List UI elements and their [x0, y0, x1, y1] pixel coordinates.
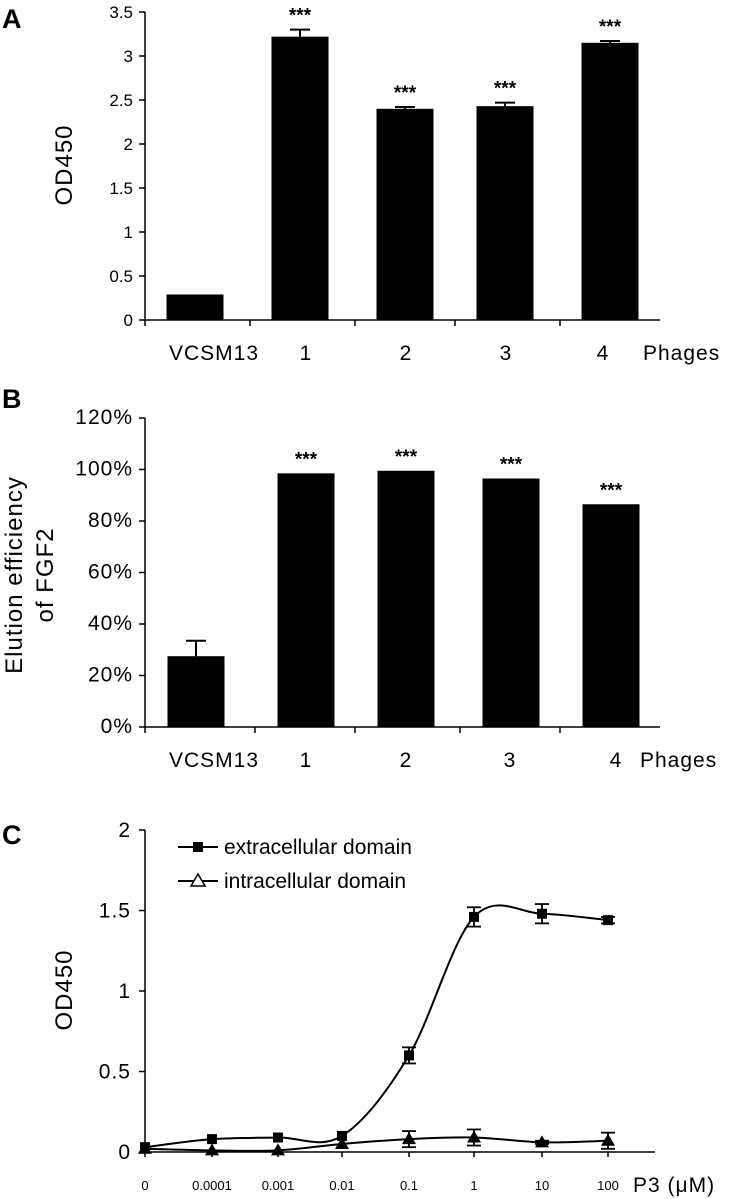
bar	[476, 106, 534, 320]
x-tick-label: 2	[400, 342, 413, 365]
x-tick-label: 4	[610, 749, 623, 772]
bar	[582, 504, 640, 727]
y-tick-label: 100%	[75, 458, 133, 481]
y-axis-title-line2: of FGF2	[32, 527, 59, 622]
bar	[167, 656, 225, 727]
x-tick-label: 0.01	[329, 1178, 354, 1193]
x-tick-label: 1	[470, 1178, 477, 1193]
data-point	[402, 1132, 416, 1145]
chart-panel-c: 0 0.5 1 1.5 2 0 0.0001 0.001 0.01 0.1 1 10 100 P3 (μM…	[51, 819, 715, 1197]
significance-label: ***	[295, 449, 318, 470]
x-tick-label: 3	[500, 342, 513, 365]
y-axis-title: OD450	[51, 949, 78, 1030]
y-tick-label: 120%	[75, 406, 133, 429]
y-tick-label: 0	[118, 1141, 131, 1164]
data-point	[335, 1136, 349, 1149]
significance-label: ***	[600, 480, 623, 501]
x-tick-label: VCSM13	[169, 749, 259, 772]
legend-label: extracellular domain	[224, 836, 412, 859]
x-tick-label: 0.0001	[192, 1178, 232, 1193]
x-axis-title: Phages	[643, 342, 720, 365]
bar	[271, 36, 329, 320]
y-tick-label: 2	[118, 819, 131, 842]
x-tick-label: 3	[504, 749, 517, 772]
x-tick-label: 100	[597, 1178, 619, 1193]
x-tick-label: 0.1	[400, 1178, 418, 1193]
significance-label: ***	[494, 79, 517, 100]
data-point	[404, 1050, 414, 1061]
data-point	[469, 911, 479, 922]
significance-label: ***	[395, 447, 418, 468]
data-point	[207, 1134, 217, 1145]
y-tick-label: 1	[118, 980, 131, 1003]
series-line	[144, 1136, 609, 1152]
y-tick-label: 3.5	[109, 3, 133, 22]
significance-label: ***	[599, 17, 622, 38]
x-tick-label: 2	[400, 749, 413, 772]
x-tick-label: 4	[597, 342, 610, 365]
y-tick-label: 0	[124, 311, 133, 330]
y-tick-label: 80%	[88, 509, 133, 532]
y-tick-label: 0%	[101, 715, 133, 738]
y-tick-label: 0.5	[109, 267, 133, 286]
y-axis-title-line1: Elution efficiency	[1, 476, 28, 674]
x-tick-label: VCSM13	[169, 342, 259, 365]
x-tick-label: 0	[141, 1178, 148, 1193]
y-tick-label: 40%	[88, 612, 133, 635]
legend-marker	[189, 872, 207, 887]
panel-letter-c: C	[2, 820, 22, 850]
data-point	[467, 1130, 481, 1143]
significance-label: ***	[500, 455, 523, 476]
x-tick-label: 0.001	[262, 1178, 295, 1193]
bar	[581, 42, 639, 321]
bar	[482, 478, 540, 727]
data-point	[337, 1130, 347, 1141]
y-tick-label: 60%	[88, 561, 133, 584]
series-line	[144, 904, 609, 1149]
y-tick-label: 1	[124, 223, 133, 242]
y-tick-label: 1.5	[109, 179, 133, 198]
y-tick-label: 2.5	[109, 91, 133, 110]
bar	[166, 294, 224, 320]
data-point	[537, 908, 547, 919]
data-point	[535, 1135, 549, 1148]
bar	[376, 108, 434, 320]
significance-label: ***	[289, 6, 312, 27]
x-axis-title: P3 (μM)	[633, 1174, 715, 1197]
y-tick-label: 2	[124, 135, 133, 154]
y-axis-title: OD450	[51, 124, 78, 205]
y-tick-label: 1.5	[99, 900, 131, 923]
significance-label: ***	[394, 83, 417, 104]
bar	[277, 473, 335, 727]
chart-panel-b: 0% 20% 40% 60% 80% 100% 120% VCSM13 *** 1 *** 2 *** 3…	[1, 406, 717, 772]
y-tick-label: 3	[124, 47, 133, 66]
panel-letter-b: B	[2, 384, 22, 414]
x-tick-label: 1	[300, 749, 313, 772]
bar	[377, 470, 435, 727]
data-point	[273, 1132, 283, 1143]
y-tick-label: 0.5	[99, 1061, 131, 1084]
x-axis-title: Phages	[640, 749, 717, 772]
y-tick-label: 20%	[88, 664, 133, 687]
data-point	[603, 915, 613, 926]
data-point	[205, 1143, 219, 1156]
x-tick-label: 10	[535, 1178, 549, 1193]
panel-letter-a: A	[2, 4, 22, 34]
x-tick-label: 1	[300, 342, 313, 365]
legend-marker	[193, 842, 203, 852]
data-point	[138, 1141, 152, 1154]
data-point	[271, 1143, 285, 1156]
chart-panel-a: 0 0.5 1 1.5 2 2.5 3 3.5 VCSM13 *** 1 *** 2 *** 3 *** 4 Ph…	[51, 3, 720, 365]
legend-label: intracellular domain	[224, 870, 406, 893]
data-point	[601, 1133, 615, 1146]
